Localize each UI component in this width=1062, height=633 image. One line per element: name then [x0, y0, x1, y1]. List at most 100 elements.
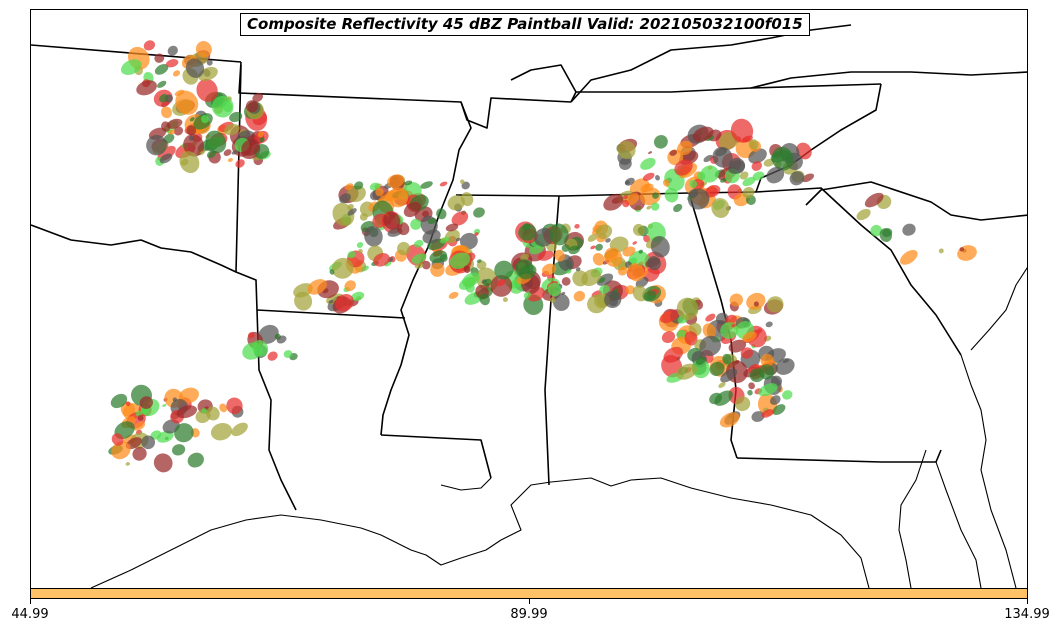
reflectivity-cell: [637, 261, 644, 267]
reflectivity-cell: [758, 383, 778, 397]
reflectivity-cell: [549, 223, 569, 246]
reflectivity-cell: [257, 131, 264, 138]
reflectivity-cell: [429, 250, 448, 264]
reflectivity-cell: [568, 245, 580, 255]
missouri-arkansas-border: [238, 61, 572, 129]
reflectivity-cell: [494, 260, 514, 280]
reflectivity-cell: [581, 268, 601, 287]
reflectivity-cell: [206, 59, 213, 66]
reflectivity-cell: [554, 249, 565, 262]
reflectivity-cell: [396, 222, 410, 236]
reflectivity-cell: [125, 462, 130, 466]
reflectivity-cell: [422, 229, 441, 244]
reflectivity-cell: [335, 293, 354, 312]
colorbar-tick-label-min: 44.99: [11, 607, 49, 622]
oklahoma-texas-red-river: [31, 224, 237, 273]
reflectivity-cell: [772, 404, 786, 416]
reflectivity-cell: [718, 382, 726, 388]
reflectivity-cell: [689, 179, 698, 188]
reflectivity-cell: [201, 408, 207, 414]
reflectivity-cell: [739, 171, 749, 180]
reflectivity-cell: [752, 171, 765, 181]
reflectivity-cell: [474, 232, 479, 237]
reflectivity-cell: [775, 358, 795, 375]
reflectivity-cell: [137, 414, 144, 421]
reflectivity-cell: [187, 452, 204, 468]
reflectivity-cell: [242, 342, 263, 360]
reflectivity-cell: [448, 291, 459, 299]
reflectivity-cell: [219, 403, 228, 413]
reflectivity-cell: [383, 211, 401, 230]
reflectivity-cell: [332, 202, 355, 227]
reflectivity-cell: [549, 297, 556, 303]
reflectivity-cell: [669, 149, 678, 156]
reflectivity-cell: [196, 78, 218, 102]
oklahoma-arkansas-border: [235, 64, 258, 311]
reflectivity-cell: [440, 236, 450, 244]
reflectivity-cell: [592, 252, 605, 266]
reflectivity-cell: [125, 401, 131, 407]
reflectivity-cell: [150, 430, 162, 440]
northeast-border: [750, 71, 1027, 89]
reflectivity-cell: [458, 276, 477, 290]
reflectivity-cell: [210, 423, 233, 441]
reflectivity-cell: [258, 324, 279, 344]
reflectivity-cell: [518, 224, 537, 241]
georgia-florida-border: [736, 449, 942, 463]
reflectivity-cell: [727, 160, 746, 174]
reflectivity-cell: [938, 248, 944, 254]
reflectivity-cell: [445, 223, 459, 232]
reflectivity-cell: [162, 403, 167, 407]
reflectivity-cell: [643, 290, 657, 301]
reflectivity-cell: [742, 331, 757, 343]
reflectivity-cell: [705, 184, 721, 198]
reflectivity-cell: [605, 238, 611, 243]
reflectivity-cell: [590, 245, 596, 250]
reflectivity-cell: [174, 89, 185, 97]
reflectivity-cell: [160, 106, 173, 119]
reflectivity-cell: [183, 134, 205, 157]
reflectivity-cell: [674, 159, 693, 176]
reflectivity-cell: [782, 358, 790, 363]
reflectivity-cell: [627, 263, 645, 282]
reflectivity-cell: [650, 202, 660, 211]
reflectivity-cell: [856, 208, 871, 221]
reflectivity-cell: [734, 396, 751, 412]
reflectivity-cell: [267, 351, 278, 361]
reflectivity-cell: [188, 135, 195, 141]
reflectivity-cell: [652, 192, 659, 199]
reflectivity-cell: [959, 247, 965, 252]
reflectivity-cell: [479, 293, 490, 306]
reflectivity-cell: [111, 441, 131, 460]
reflectivity-cell: [307, 279, 327, 295]
reflectivity-cell: [111, 433, 124, 446]
reflectivity-cell: [676, 140, 693, 156]
reflectivity-cell: [132, 446, 147, 461]
reflectivity-cell: [603, 193, 624, 211]
georgia-sc-border: [755, 187, 962, 356]
reflectivity-cell: [782, 390, 793, 400]
reflectivity-cell: [120, 59, 142, 75]
reflectivity-cell: [575, 267, 581, 272]
reflectivity-cell: [561, 244, 570, 252]
reflectivity-cell: [714, 390, 733, 406]
reflectivity-cell: [643, 234, 651, 243]
reflectivity-cell: [186, 125, 197, 136]
reflectivity-cell: [294, 291, 313, 311]
reflectivity-cell: [703, 154, 713, 163]
reflectivity-cell: [421, 260, 431, 270]
reflectivity-cell: [676, 363, 698, 380]
colorbar-tick-label-max: 134.99: [1004, 607, 1050, 622]
reflectivity-cell: [692, 126, 714, 142]
reflectivity-paintball-layer: [108, 40, 977, 473]
reflectivity-cell: [227, 158, 233, 162]
reflectivity-cell: [655, 175, 660, 181]
reflectivity-cell: [552, 293, 570, 311]
reflectivity-cell: [171, 444, 186, 456]
reflectivity-cell: [139, 396, 153, 409]
reflectivity-cell: [200, 150, 204, 154]
reflectivity-cell: [661, 331, 676, 344]
reflectivity-cell: [770, 150, 791, 163]
reflectivity-cell: [663, 346, 684, 363]
reflectivity-cell: [753, 301, 759, 307]
